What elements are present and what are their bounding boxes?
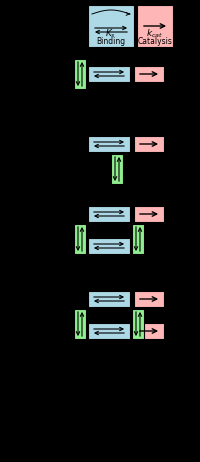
FancyBboxPatch shape [134, 291, 164, 307]
FancyBboxPatch shape [134, 136, 164, 152]
FancyBboxPatch shape [134, 66, 164, 82]
FancyBboxPatch shape [74, 224, 86, 254]
FancyBboxPatch shape [132, 224, 144, 254]
FancyBboxPatch shape [88, 136, 130, 152]
FancyBboxPatch shape [88, 5, 134, 47]
FancyBboxPatch shape [88, 206, 130, 222]
Text: $k_{cat}$: $k_{cat}$ [146, 28, 164, 40]
FancyBboxPatch shape [134, 323, 164, 339]
FancyBboxPatch shape [88, 238, 130, 254]
FancyBboxPatch shape [74, 309, 86, 339]
Text: Catalysis: Catalysis [138, 37, 172, 47]
FancyBboxPatch shape [111, 154, 123, 184]
FancyBboxPatch shape [74, 59, 86, 89]
FancyBboxPatch shape [137, 5, 173, 47]
FancyBboxPatch shape [88, 291, 130, 307]
FancyBboxPatch shape [88, 323, 130, 339]
Text: $K_s$: $K_s$ [105, 28, 117, 40]
FancyBboxPatch shape [132, 309, 144, 339]
FancyBboxPatch shape [134, 206, 164, 222]
Text: Binding: Binding [96, 37, 126, 47]
FancyBboxPatch shape [88, 66, 130, 82]
